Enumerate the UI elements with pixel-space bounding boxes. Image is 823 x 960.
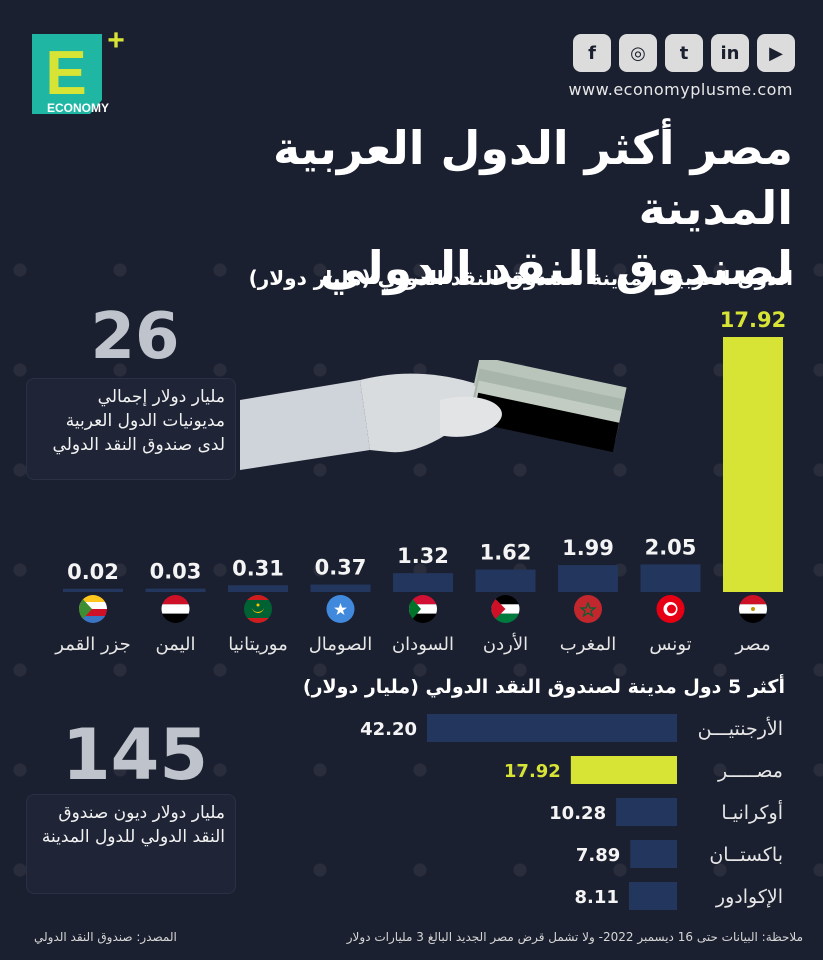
instagram-icon[interactable]: ◎ xyxy=(619,34,657,72)
hand-with-money-illustration xyxy=(240,360,627,470)
hbar-مصر xyxy=(570,756,677,784)
bar-label-الصومال: 0.37 xyxy=(315,556,367,580)
flag-icon-جزر القمر xyxy=(79,595,107,623)
category-label-الصومال: الصومال xyxy=(309,634,373,655)
hbar-label-الأرجنتين: 42.20 xyxy=(360,719,417,740)
hbar-label-الإكوادور: 8.11 xyxy=(575,887,619,908)
bar-label-الأردن: 1.62 xyxy=(480,541,532,565)
hbar-category-باكستان: باكستــان xyxy=(709,844,783,866)
website-url[interactable]: www.economyplusme.com xyxy=(568,80,793,99)
linkedin-icon[interactable]: in xyxy=(711,34,749,72)
youtube-icon[interactable]: ▶ xyxy=(757,34,795,72)
flag-icon-مصر xyxy=(739,595,767,623)
category-label-الأردن: الأردن xyxy=(483,633,528,655)
bar-label-موريتانيا: 0.31 xyxy=(232,556,284,580)
hbar-category-مصر: مصـــــر xyxy=(717,760,783,782)
hbar-الإكوادور xyxy=(628,882,677,910)
economy-plus-logo: E + ECONOMY xyxy=(32,28,124,115)
hbar-باكستان xyxy=(630,840,677,868)
category-label-موريتانيا: موريتانيا xyxy=(228,634,287,655)
bar-label-السودان: 1.32 xyxy=(397,544,449,568)
bar-label-جزر القمر: 0.02 xyxy=(67,560,119,584)
twitter-icon[interactable]: t xyxy=(665,34,703,72)
hbar-category-الإكوادور: الإكوادور xyxy=(715,886,783,908)
category-label-مصر: مصر xyxy=(734,634,770,655)
hbar-label-أوكرانيا: 10.28 xyxy=(549,803,606,824)
flag-icon-المغرب xyxy=(574,595,602,623)
top5-debtors-bar-chart: 42.20 الأرجنتيـــن 17.92 مصـــــر 10.28 أوكرا… xyxy=(360,714,783,910)
total-arab-debt-box: مليار دولار إجمالي مديونيات الدول العربي… xyxy=(26,378,236,480)
bar-الأردن xyxy=(475,569,536,592)
flag-icon-تونس xyxy=(656,595,685,623)
imf-total-debt-box: مليار دولار ديون صندوق النقد الدولي للدو… xyxy=(26,794,236,894)
category-label-جزر القمر: جزر القمر xyxy=(54,634,130,655)
bar-المغرب xyxy=(558,565,618,592)
bar-جزر القمر xyxy=(63,588,123,592)
hbar-category-أوكرانيا: أوكرانيـا xyxy=(721,800,783,824)
hbar-label-مصر: 17.92 xyxy=(504,761,561,782)
bar-الصومال xyxy=(310,584,371,592)
hbar-category-الأرجنتين: الأرجنتيـــن xyxy=(698,717,783,740)
facebook-icon[interactable]: f xyxy=(573,34,611,72)
imf-total-debt-number: 145 xyxy=(61,714,209,796)
total-arab-debt-number: 26 xyxy=(90,300,180,374)
category-label-تونس: تونس xyxy=(649,634,691,655)
arab-debtors-bar-chart: 17.92 مصر 2.05 تونس 1.99 المغرب 1.62 الأردن 1.32… xyxy=(54,308,786,655)
chart-subtitle: الدول العربية المدينة لصندوق النقد الدول… xyxy=(248,266,793,290)
category-label-المغرب: المغرب xyxy=(560,634,616,655)
bar-label-المغرب: 1.99 xyxy=(562,536,614,560)
bar-السودان xyxy=(393,573,453,592)
footnote-source: المصدر: صندوق النقد الدولي xyxy=(34,930,177,944)
footnote-note: ملاحظة: البيانات حتى 16 ديسمبر 2022- ولا… xyxy=(346,930,803,944)
hbar-الأرجنتين xyxy=(427,714,677,742)
bar-تونس xyxy=(640,564,701,592)
bar-label-مصر: 17.92 xyxy=(720,308,786,332)
bar-اليمن xyxy=(145,588,206,592)
bar-label-تونس: 2.05 xyxy=(645,535,697,559)
logo-plus: + xyxy=(107,28,124,57)
bar-مصر xyxy=(723,337,783,592)
category-label-السودان: السودان xyxy=(392,634,454,655)
hbar-label-باكستان: 7.89 xyxy=(576,845,620,866)
flag-icon-السودان xyxy=(409,595,437,623)
flag-icon-موريتانيا xyxy=(244,595,272,623)
page-title: مصر أكثر الدول العربية المدينة لصندوق ال… xyxy=(173,118,793,298)
hbar-أوكرانيا xyxy=(616,798,677,826)
flag-icon-الأردن xyxy=(491,595,520,623)
social-icons: f ◎ t in ▶ xyxy=(573,34,795,72)
title-line-1: مصر أكثر الدول العربية المدينة xyxy=(272,121,793,235)
logo-letter: E xyxy=(45,39,86,108)
top5-chart-title: أكثر 5 دول مدينة لصندوق النقد الدولي (مل… xyxy=(302,676,785,698)
flag-icon-اليمن xyxy=(161,595,190,623)
category-label-اليمن: اليمن xyxy=(155,634,195,655)
logo-text: ECONOMY xyxy=(47,101,109,115)
bar-label-اليمن: 0.03 xyxy=(150,560,202,584)
title-line-2: لصندوق النقد الدولي xyxy=(319,241,793,295)
bar-موريتانيا xyxy=(228,585,288,592)
flag-icon-الصومال xyxy=(326,595,355,623)
